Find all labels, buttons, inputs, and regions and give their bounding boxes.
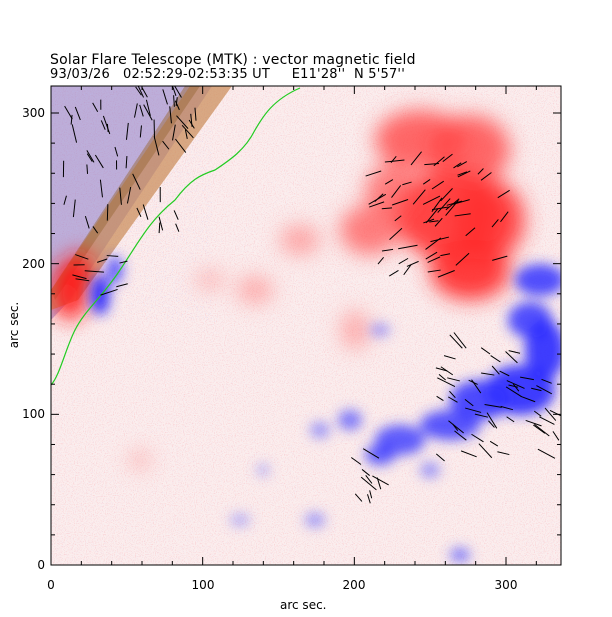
y-tick-label: 100 xyxy=(22,407,45,421)
y-axis-label: arc sec. xyxy=(7,301,22,349)
x-tick-label: 200 xyxy=(343,578,366,592)
x-tick-label: 100 xyxy=(192,578,215,592)
transverse-field-vectors xyxy=(62,86,561,504)
neutral-line xyxy=(51,87,301,386)
y-tick-label: 300 xyxy=(22,106,45,120)
y-tick-label: 0 xyxy=(37,558,45,572)
axis-ticks xyxy=(50,86,561,566)
observation-info: 93/03/26 02:52:29-02:53:35 UT E11'28'' N… xyxy=(50,67,405,82)
negative-polarity-regions xyxy=(90,256,561,562)
image-title: Solar Flare Telescope (MTK) : vector mag… xyxy=(50,52,416,68)
y-tick-label: 200 xyxy=(22,257,45,271)
x-tick-label: 0 xyxy=(47,578,55,592)
plot-frame xyxy=(50,85,562,566)
x-axis-label: arc sec. xyxy=(280,598,327,612)
x-tick-label: 300 xyxy=(495,578,518,592)
positive-polarity-regions xyxy=(52,110,525,468)
magnetogram-image xyxy=(51,86,561,565)
